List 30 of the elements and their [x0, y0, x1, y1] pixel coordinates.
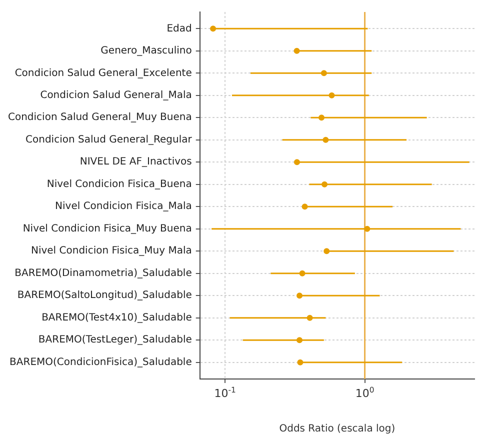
point: [296, 337, 303, 344]
point: [322, 181, 328, 188]
point: [299, 270, 306, 276]
y-tick-label: Nivel Condicion Fisica_Muy Mala: [30, 246, 192, 257]
y-tick-label: Condicion Salud General_Excelente: [14, 68, 192, 79]
y-tick-label: Condicion Salud General_Muy Buena: [8, 112, 192, 124]
point: [306, 314, 313, 321]
y-tick-label: Genero_Masculino: [100, 46, 192, 57]
point: [320, 70, 327, 76]
y-tick-label: Nivel Condicion Fisica_Buena: [46, 178, 192, 190]
point: [322, 136, 329, 143]
y-tick-label: BAREMO(SaltoLongitud)_Saludable: [17, 290, 192, 302]
point: [324, 248, 330, 254]
y-tick-label: NIVEL DE AF_Inactivos: [80, 156, 192, 168]
point: [302, 204, 308, 210]
x-axis-title: Odds Ratio (escala log): [279, 424, 396, 435]
y-tick-label: Condicion Salud General_Mala: [40, 90, 192, 102]
point: [294, 159, 300, 166]
point: [297, 359, 304, 366]
y-tick-label: BAREMO(TestLeger)_Saludable: [38, 334, 192, 346]
y-tick-label: Nivel Condicion Fisica_Mala: [55, 201, 192, 212]
y-tick-label: Nivel Condicion Fisica_Muy Buena: [22, 223, 192, 234]
y-tick-label: BAREMO(Dinamometria)_Saludable: [14, 268, 192, 279]
point: [294, 48, 300, 54]
y-tick-label: BAREMO(Test4x10)_Saludable: [42, 312, 192, 324]
y-tick-label: Edad: [166, 23, 192, 34]
y-tick-label: BAREMO(CondicionFisica)_Saludable: [10, 356, 192, 368]
point: [296, 292, 303, 299]
y-tick-label: Condicion Salud General_Regular: [26, 134, 193, 146]
point: [318, 114, 325, 121]
